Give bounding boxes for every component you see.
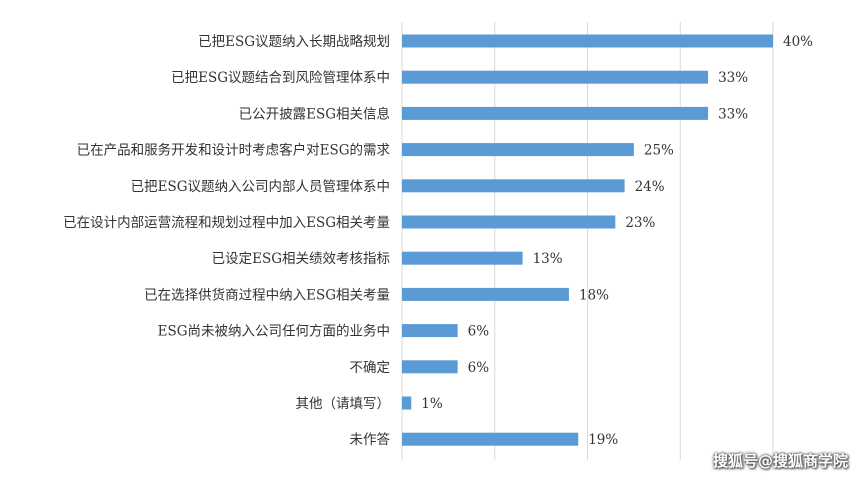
bar (402, 179, 625, 193)
category-label: 已在选择供货商过程中纳入ESG相关考量 (144, 286, 390, 303)
category-label: 已设定ESG相关绩效考核指标 (212, 251, 390, 267)
data-label: 13% (533, 251, 563, 267)
data-label: 33% (718, 106, 748, 122)
bar (402, 70, 709, 84)
category-label: 已把ESG议题纳入长期战略规划 (198, 34, 390, 50)
data-label: 40% (783, 34, 813, 50)
bar (402, 396, 412, 410)
category-label: 已把ESG议题纳入公司内部人员管理体系中 (131, 179, 390, 195)
category-label: 已把ESG议题结合到风险管理体系中 (171, 70, 390, 86)
gridlines (401, 22, 774, 460)
bar (402, 215, 616, 229)
category-label: ESG尚未被纳入公司任何方面的业务中 (158, 324, 390, 340)
data-label: 18% (579, 287, 609, 303)
category-label: 已公开披露ESG相关信息 (239, 105, 390, 122)
bar (402, 360, 458, 374)
data-label: 1% (421, 396, 443, 412)
data-label: 24% (635, 179, 665, 195)
bar (402, 432, 579, 446)
watermark-text: 搜狐号@搜狐商学院 (712, 452, 848, 470)
data-label: 25% (644, 143, 674, 159)
bar (402, 34, 773, 48)
category-labels: 已把ESG议题纳入长期战略规划已把ESG议题结合到风险管理体系中已公开披露ESG… (63, 34, 390, 448)
category-label: 其他（请填写） (296, 396, 391, 412)
bar (402, 324, 458, 338)
data-label: 19% (588, 432, 618, 448)
category-label: 已在设计内部运营流程和规划过程中加入ESG相关考量 (63, 215, 390, 231)
data-label: 6% (468, 360, 490, 376)
value-labels: 40% 33% 33% 25% 24% 23% 13% 18% 6% 6% 1% 19% (421, 34, 813, 448)
data-label: 23% (625, 215, 655, 231)
category-label: 不确定 (350, 360, 391, 376)
category-label: 未作答 (350, 431, 391, 448)
bars-group (402, 34, 773, 446)
bar (402, 287, 569, 301)
data-label: 6% (468, 324, 490, 340)
category-label: 已在产品和服务开发和设计时考虑客户对ESG的需求 (77, 142, 391, 159)
bar (402, 251, 523, 265)
data-label: 33% (718, 70, 748, 86)
bar (402, 106, 709, 120)
bar (402, 143, 634, 157)
